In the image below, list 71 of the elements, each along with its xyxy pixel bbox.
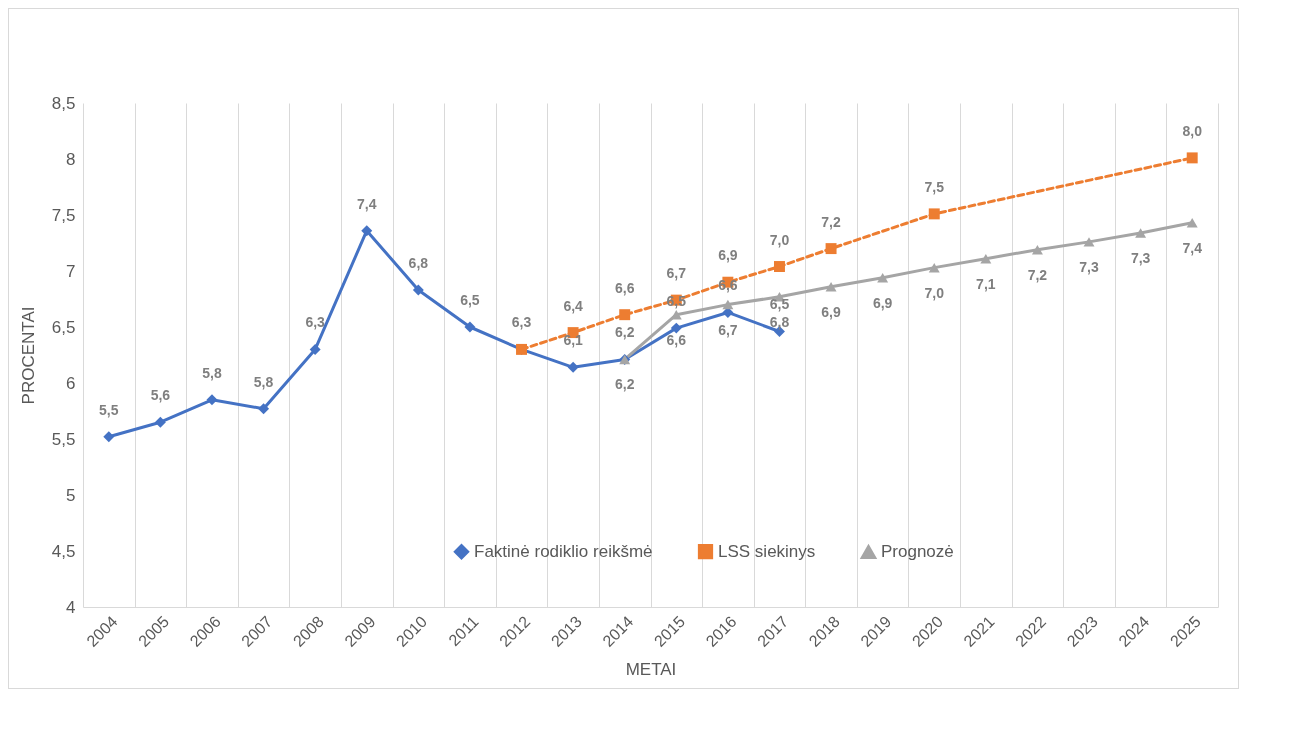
data-label: 6,5: [460, 292, 480, 308]
data-label: 7,4: [1182, 239, 1203, 256]
point: [1135, 228, 1147, 238]
y-tick-label: 6: [66, 373, 76, 393]
data-label: 6,7: [666, 265, 687, 282]
data-label: 6,6: [614, 279, 635, 296]
point: [774, 261, 785, 272]
data-label: 7,1: [976, 275, 996, 292]
point: [825, 281, 837, 292]
data-label: 6,4: [563, 297, 584, 314]
point: [722, 299, 734, 310]
data-label: 6,6: [666, 331, 687, 348]
data-label: 7,4: [357, 195, 377, 212]
legend-label: Faktinė rodiklio reikšmė: [474, 541, 653, 561]
point: [1083, 237, 1095, 247]
y-tick-label: 4,5: [51, 541, 76, 561]
point: [825, 243, 837, 255]
point: [464, 321, 476, 333]
y-tick-label: 8: [66, 149, 76, 169]
y-axis-title: PROCENTAI: [18, 306, 38, 405]
data-label: 7,0: [924, 284, 945, 301]
point: [258, 403, 270, 415]
legend-label: Prognozė: [881, 542, 954, 562]
data-label: 6,2: [614, 324, 635, 341]
y-tick-label: 7: [66, 261, 76, 281]
data-label: 7,0: [769, 231, 790, 248]
data-label: 6,8: [408, 255, 429, 272]
data-label: 7,2: [821, 213, 842, 230]
point: [928, 208, 940, 220]
y-tick-label: 4: [66, 597, 76, 617]
point: [1186, 152, 1198, 164]
data-label: 5,8: [253, 373, 274, 390]
point: [1031, 244, 1043, 255]
data-label: 6,5: [769, 296, 790, 313]
point: [1186, 218, 1198, 228]
data-label: 6,9: [718, 247, 738, 264]
data-label: 6,6: [718, 277, 738, 294]
point: [154, 416, 166, 428]
data-label: 6,8: [769, 313, 790, 330]
data-label: 6,3: [511, 314, 532, 331]
point: [980, 253, 992, 264]
data-label: 7,3: [1130, 249, 1151, 266]
point: [567, 361, 579, 373]
point: [928, 262, 940, 273]
data-label: 8,0: [1182, 122, 1203, 139]
data-label: 6,2: [614, 376, 635, 393]
y-tick-label: 7,5: [51, 205, 76, 225]
point: [103, 431, 115, 443]
data-label: 5,8: [202, 364, 222, 381]
y-tick-label: 6,5: [51, 317, 76, 337]
point: [361, 225, 373, 237]
legend-label: LSS siekinys: [718, 541, 816, 561]
data-label: 6,9: [872, 294, 893, 311]
data-label: 7,3: [1079, 258, 1099, 275]
data-label: 7,2: [1027, 266, 1048, 283]
y-tick-label: 5,5: [51, 429, 76, 449]
point: [206, 394, 218, 406]
data-label: 5,5: [99, 401, 119, 418]
data-label: 6,7: [718, 321, 738, 338]
point: [619, 309, 631, 321]
data-label: 6,3: [305, 314, 326, 331]
point: [877, 272, 889, 283]
data-label: 5,6: [150, 387, 171, 404]
point: [309, 343, 321, 355]
y-tick-label: 5: [66, 485, 76, 505]
y-tick-label: 8,5: [51, 93, 76, 113]
point: [412, 284, 424, 296]
data-label: 6,9: [821, 303, 842, 320]
point: [670, 322, 682, 334]
data-label: 7,5: [924, 178, 945, 195]
x-axis-title: METAI: [625, 659, 677, 679]
